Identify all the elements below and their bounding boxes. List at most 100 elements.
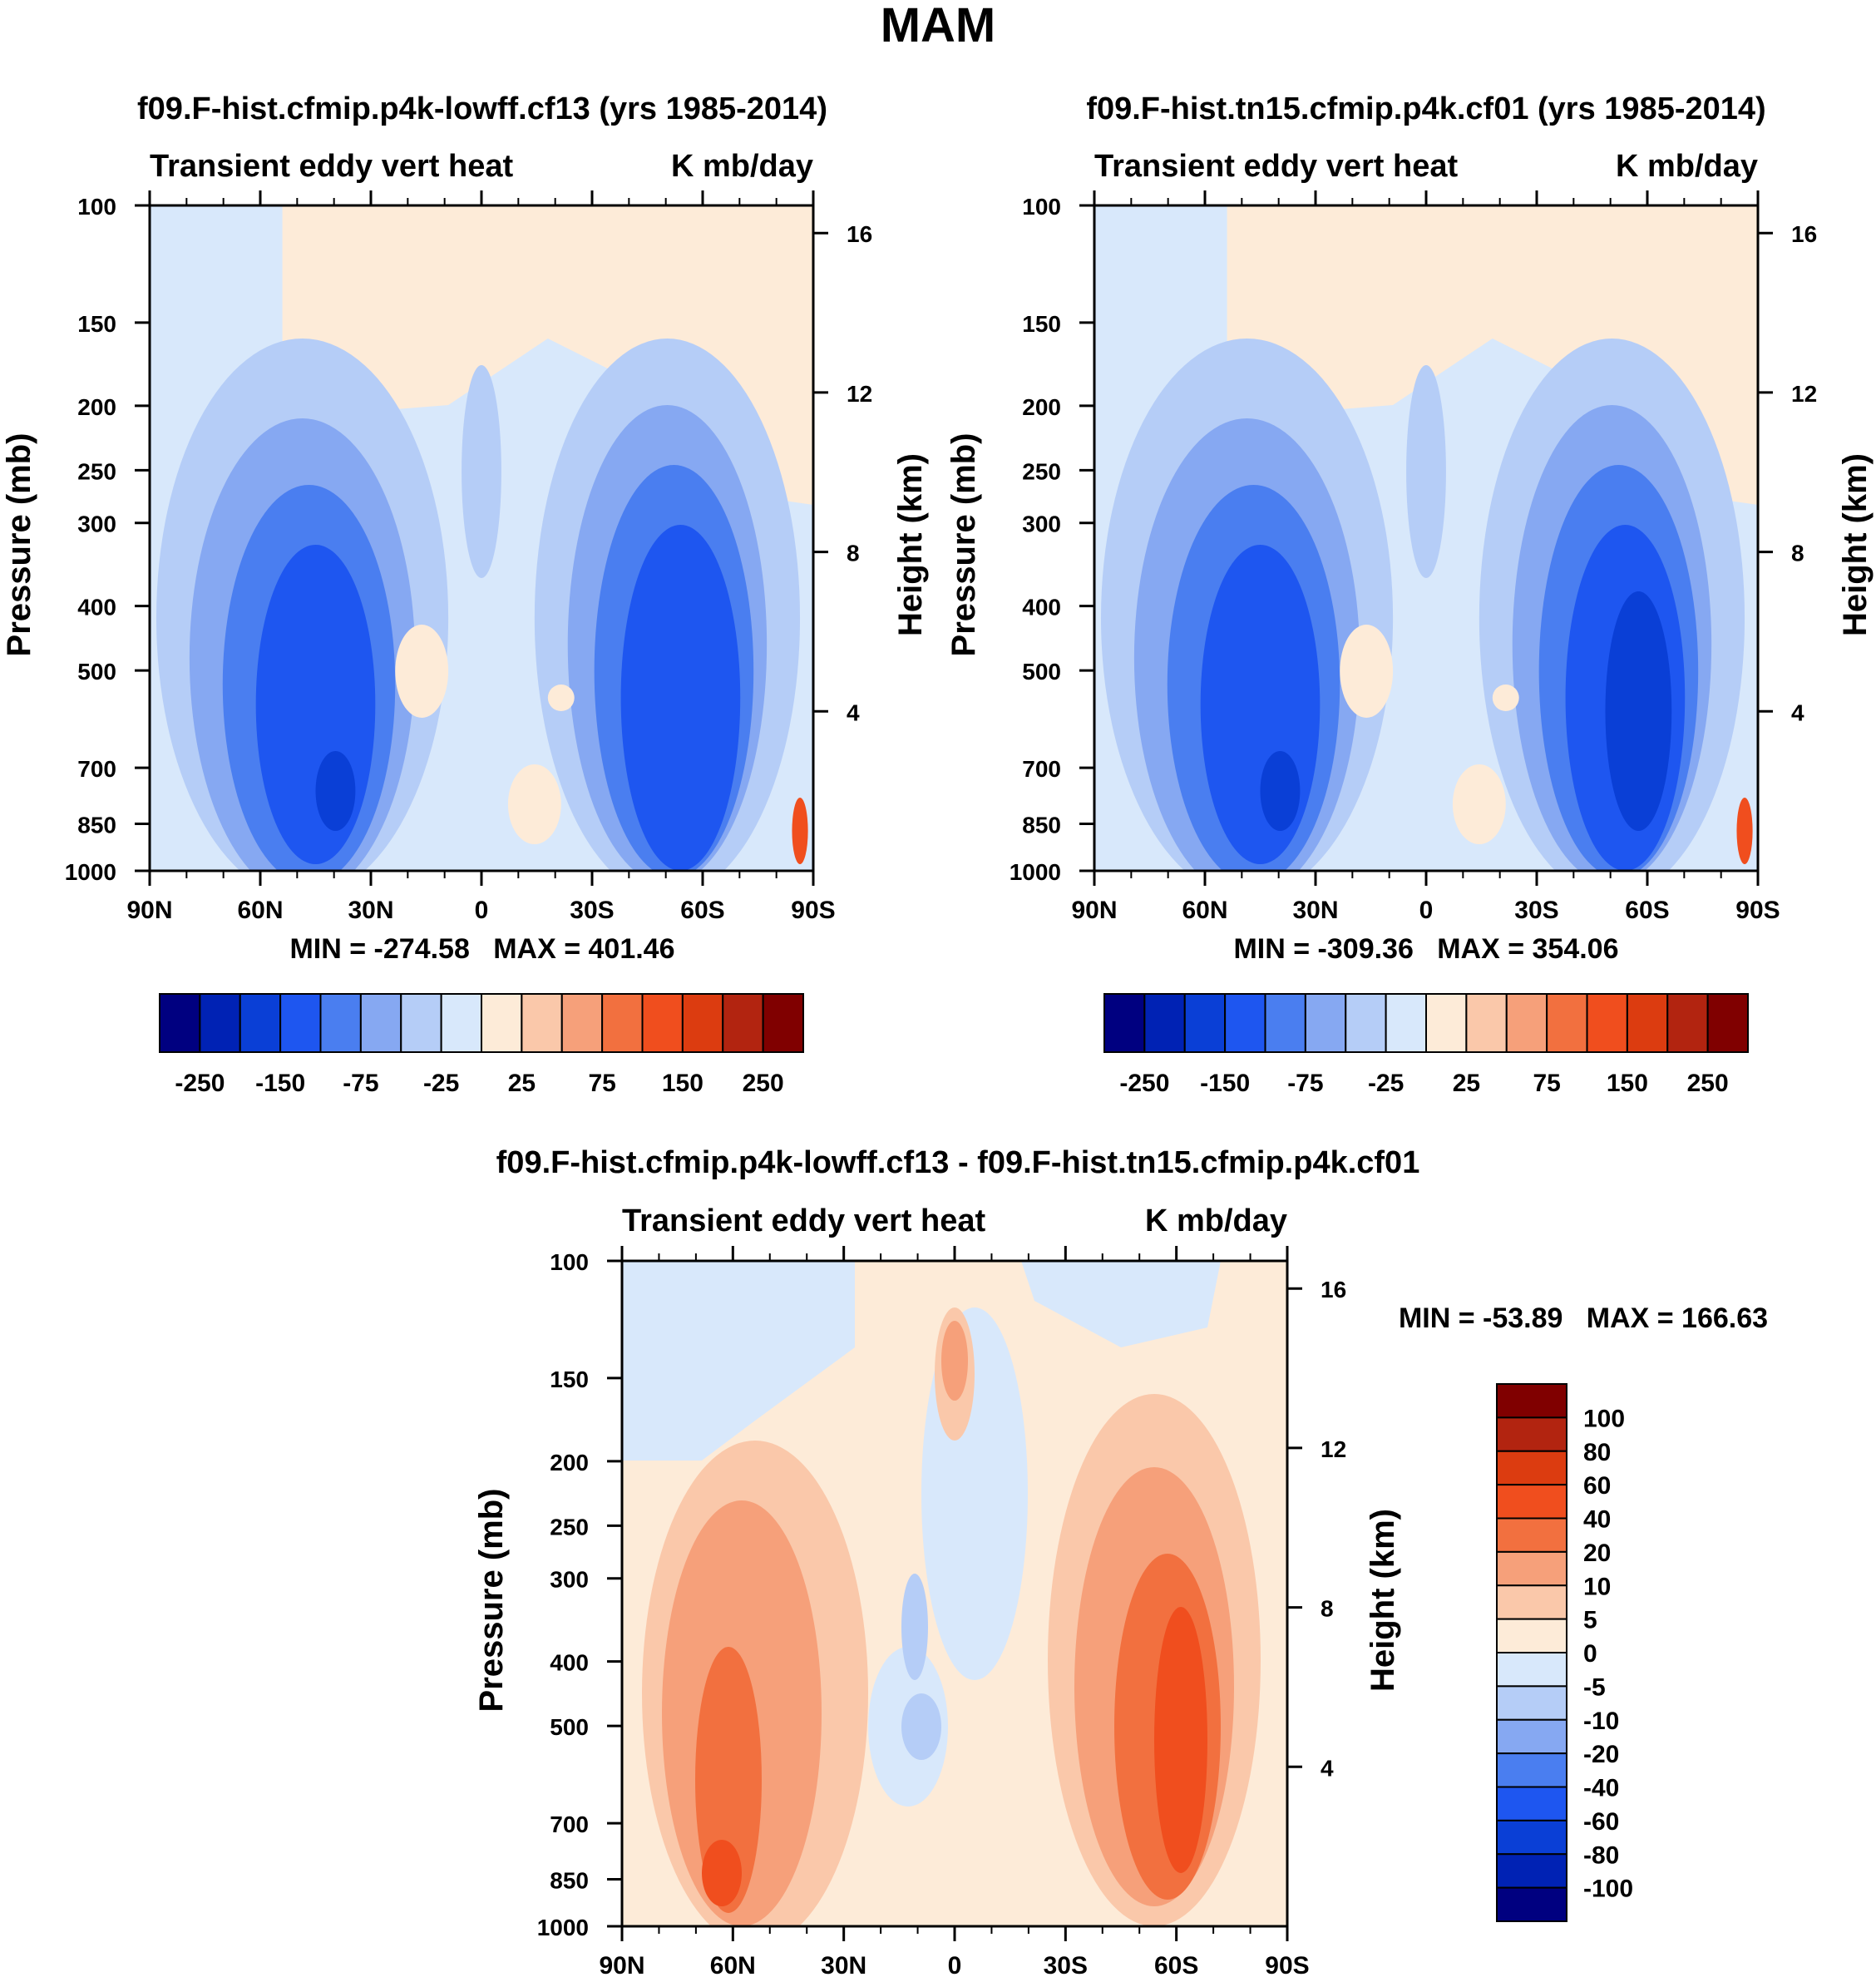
p1-colorbar-swatch (481, 993, 523, 1053)
p2-contour-nh-3 (1200, 545, 1321, 864)
p3-contour-nh-pos-core (702, 1840, 742, 1906)
p3-colorbar-swatch (1496, 1652, 1567, 1688)
p3-colorbar-swatch (1496, 1786, 1567, 1821)
p2-contour-upper-positive (1227, 205, 1758, 505)
p2-contour-pos-edge (1736, 798, 1753, 864)
p3-ytick-label: 250 (550, 1514, 589, 1540)
p1-ytick-label: 250 (77, 458, 116, 484)
p1-ytick-label: 400 (77, 595, 116, 620)
p1-colorbar-label: 75 (588, 1070, 615, 1097)
p3-contour-trop-neg-4 (901, 1574, 928, 1680)
p1-y2tick-label: 12 (847, 381, 872, 407)
p2-ytick-label: 1000 (1010, 859, 1061, 885)
p3-colorbar-swatch (1496, 1416, 1567, 1452)
p2-ytick-label: 200 (1022, 394, 1061, 420)
p2-colorbar-label: -25 (1368, 1070, 1404, 1097)
p2-ytick-label: 300 (1022, 512, 1061, 537)
panel-3-title: f09.F-hist.cfmip.p4k-lowff.cf13 - f09.F-… (496, 1145, 1420, 1180)
p1-ytick-label: 300 (77, 512, 116, 537)
panel-2-ylabel: Pressure (mb) (945, 433, 982, 657)
p3-contour-upper-negative-sh (1021, 1261, 1221, 1347)
p3-colorbar-swatch (1496, 1853, 1567, 1889)
p1-colorbar-swatch (199, 993, 241, 1053)
p1-contour-pos-edge (792, 798, 808, 864)
panel-3-colorbar: 100 80 60 40 20 10 5 0 -5 -10 -20 -40 -60 -80 -100 (1496, 1383, 1633, 1922)
p2-ytick-label: 850 (1022, 813, 1061, 838)
panel-2-variable: Transient eddy vert heat (1094, 149, 1458, 184)
p1-colorbar-label: 150 (662, 1070, 704, 1097)
p2-xtick-label: 90S (1735, 897, 1780, 924)
p3-colorbar-label: -100 (1583, 1876, 1633, 1903)
p1-colorbar-swatch (159, 993, 201, 1053)
panel-1-contour-field: 100 150 200 250 300 400 500 700 850 1000 16 12 8 4 90N… (65, 190, 872, 924)
p2-colorbar-label: -75 (1287, 1070, 1323, 1097)
p1-colorbar-swatch (560, 993, 604, 1053)
p1-xtick-label: 90N (126, 897, 172, 924)
panel-3-contour-field: 100 150 200 250 300 400 500 700 850 1000 16 12 8 4 90N… (537, 1246, 1346, 1980)
p3-colorbar-swatch (1496, 1685, 1567, 1721)
p2-xtick-label: 30S (1514, 897, 1558, 924)
p1-xtick-label: 30S (570, 897, 614, 924)
p2-contour-nh-core (1260, 751, 1301, 831)
panel-3-ylabel-right: Height (km) (1365, 1509, 1401, 1692)
p1-colorbar-swatch (521, 993, 563, 1053)
p2-colorbar-label: -150 (1200, 1070, 1250, 1097)
p3-ytick-label: 850 (550, 1868, 589, 1894)
p3-colorbar-label: -10 (1583, 1708, 1619, 1735)
p3-colorbar-label: -60 (1583, 1808, 1619, 1836)
p3-colorbar-label: 20 (1583, 1540, 1611, 1567)
p1-colorbar-swatch (400, 993, 442, 1053)
p3-ytick-label: 100 (550, 1249, 589, 1275)
p3-colorbar-label: 0 (1583, 1640, 1597, 1668)
panel-3-variable: Transient eddy vert heat (622, 1204, 985, 1238)
p3-colorbar-label: 80 (1583, 1439, 1611, 1466)
panel-1-title: f09.F-hist.cfmip.p4k-lowff.cf13 (yrs 198… (137, 91, 827, 126)
p3-colorbar-swatch (1496, 1484, 1567, 1520)
p1-contour-upper-positive (282, 205, 813, 505)
p2-ytick-label: 150 (1022, 311, 1061, 337)
p3-xtick-label: 90N (599, 1952, 644, 1980)
p2-xtick-label: 0 (1419, 897, 1434, 924)
p1-y2tick-label: 16 (847, 221, 872, 247)
p1-y2tick-label: 8 (847, 541, 860, 566)
p2-colorbar-label: 75 (1533, 1070, 1560, 1097)
p1-ytick-label: 1000 (65, 859, 116, 885)
p2-colorbar-label: -250 (1119, 1070, 1169, 1097)
panel-2-colorbar: -250 -150 -75 -25 25 75 150 250 (1103, 993, 1749, 1097)
p2-y2tick-label: 4 (1791, 699, 1804, 725)
p1-colorbar-swatch (239, 993, 282, 1053)
p3-colorbar-swatch (1496, 1450, 1567, 1486)
p3-colorbar-swatch (1496, 1550, 1567, 1587)
p2-colorbar-swatch (1666, 993, 1709, 1053)
p2-colorbar-swatch (1706, 993, 1749, 1053)
p2-contour-sh-core (1605, 591, 1672, 831)
p3-ytick-label: 500 (550, 1714, 589, 1740)
p1-contour-nh-3 (255, 545, 376, 864)
p3-colorbar-swatch (1496, 1718, 1567, 1755)
p1-colorbar-label: -150 (255, 1070, 305, 1097)
p2-colorbar-swatch (1626, 993, 1669, 1053)
p1-ytick-label: 850 (77, 813, 116, 838)
panel-3-minmax: MIN = -53.89 MAX = 166.63 (1399, 1302, 1768, 1334)
p3-y2tick-label: 4 (1321, 1755, 1334, 1781)
p1-colorbar-label: 25 (508, 1070, 536, 1097)
p1-xtick-label: 0 (475, 897, 489, 924)
p1-ytick-label: 200 (77, 394, 116, 420)
panel-3-ylabel: Pressure (mb) (473, 1489, 510, 1713)
panel-2: f09.F-hist.tn15.cfmip.p4k.cf01 (yrs 1985… (945, 91, 1874, 1097)
p2-colorbar-swatch (1183, 993, 1227, 1053)
panel-3-units: K mb/day (1145, 1204, 1287, 1238)
p1-colorbar-swatch (722, 993, 764, 1053)
p2-colorbar-swatch (1546, 993, 1588, 1053)
p1-y2tick-label: 4 (847, 699, 860, 725)
panel-1: f09.F-hist.cfmip.p4k-lowff.cf13 (yrs 198… (1, 91, 929, 1097)
p1-contour-sh-3 (620, 525, 741, 871)
p3-ytick-label: 300 (550, 1567, 589, 1593)
p1-contour-pos-2 (507, 764, 561, 844)
p1-colorbar-swatch (440, 993, 482, 1053)
p1-colorbar-swatch (359, 993, 402, 1053)
p1-colorbar-label: -250 (175, 1070, 225, 1097)
p1-contour-trop-strip (462, 365, 501, 578)
p1-colorbar-label: 250 (743, 1070, 784, 1097)
p3-ytick-label: 1000 (537, 1915, 589, 1940)
